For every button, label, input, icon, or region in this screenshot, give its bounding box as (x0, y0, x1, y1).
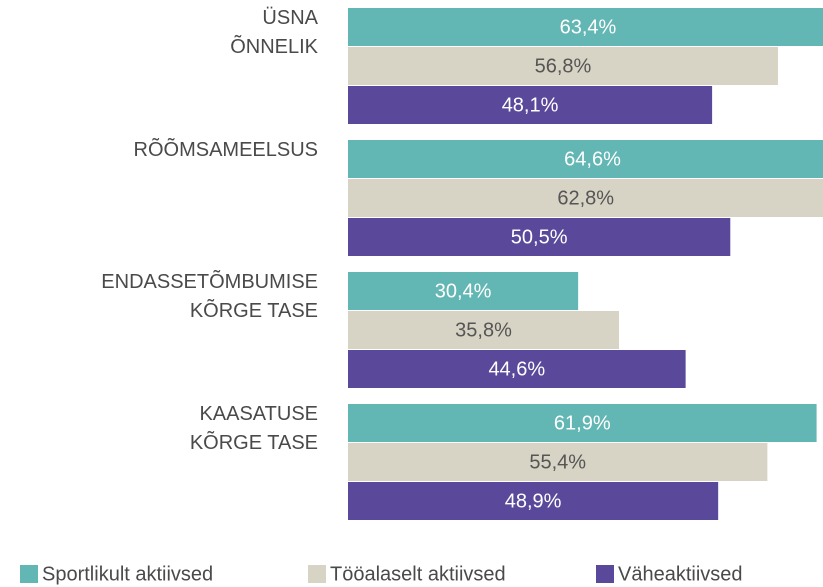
value-label: 55,4% (529, 451, 586, 473)
value-label: 56,8% (535, 55, 592, 77)
value-label: 62,8% (557, 187, 614, 209)
bar (348, 47, 778, 85)
bar (348, 482, 719, 520)
legend-swatch (20, 565, 38, 583)
bar (348, 140, 823, 178)
category-label: RÕÕMSAMEELSUS (133, 139, 318, 161)
bar (348, 179, 823, 217)
legend-label: Tööalaselt aktiivsed (330, 563, 506, 585)
bar (348, 350, 686, 388)
bar (348, 311, 620, 349)
value-label: 44,6% (488, 358, 545, 380)
legend-label: Väheaktiivsed (618, 563, 743, 585)
bar (348, 218, 731, 256)
value-label: 63,4% (560, 16, 617, 38)
value-label: 64,6% (564, 148, 621, 170)
bar (348, 272, 579, 310)
bar (348, 8, 823, 46)
legend-label: Sportlikult aktiivsed (42, 563, 213, 585)
value-label: 35,8% (455, 319, 512, 341)
value-label: 48,1% (502, 94, 559, 116)
category-label: ÜSNA ÕNNELIK (230, 7, 318, 58)
bar (348, 86, 713, 124)
legend-swatch (308, 565, 326, 583)
category-label: KAASATUSE KÕRGE TASE (189, 403, 318, 454)
bar (348, 443, 768, 481)
value-label: 50,5% (511, 226, 568, 248)
legend-swatch (596, 565, 614, 583)
value-label: 61,9% (554, 412, 611, 434)
value-label: 48,9% (505, 490, 562, 512)
bar (348, 404, 817, 442)
category-label: ENDASSETÕMBUMISE KÕRGE TASE (101, 271, 318, 322)
value-label: 30,4% (435, 280, 492, 302)
